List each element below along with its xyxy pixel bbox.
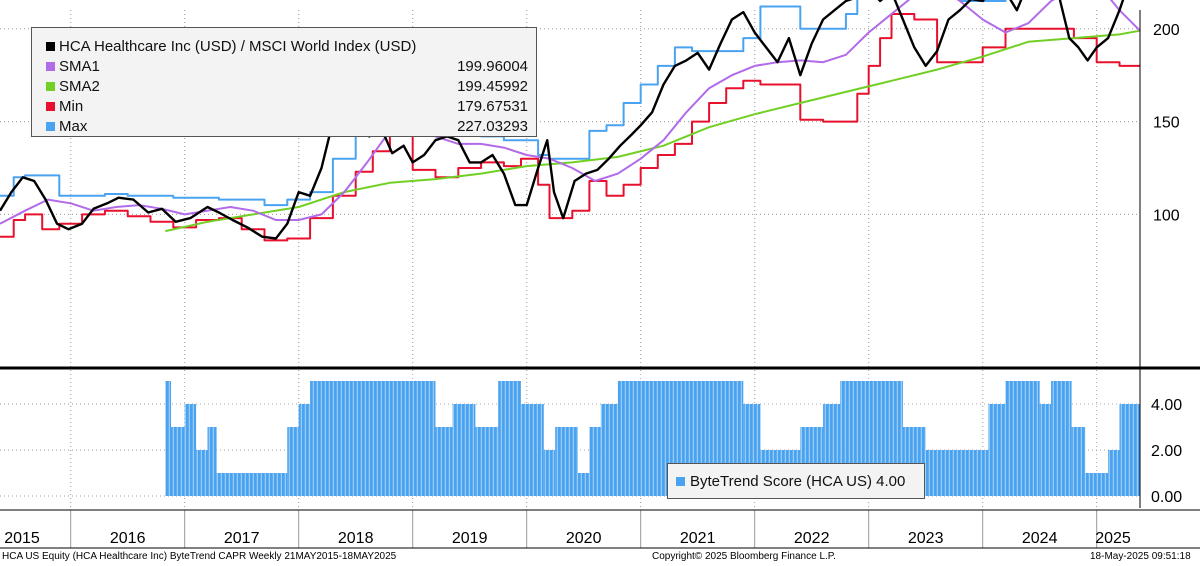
footer-center: Copyright© 2025 Bloomberg Finance L.P. — [652, 551, 836, 562]
score-bar-2 — [184, 404, 197, 496]
year-label-2025: 2025 — [1095, 530, 1131, 547]
year-label-2021: 2021 — [680, 530, 716, 547]
score-legend-swatch — [676, 477, 685, 486]
legend-swatch-min — [46, 102, 55, 111]
score-bar-16 — [577, 473, 590, 496]
legend-row-min: Min 179.67531 — [46, 97, 532, 117]
score-legend-box: ByteTrend Score (HCA US) 4.00 — [667, 463, 925, 499]
legend-name-sma1: SMA1 — [59, 58, 100, 75]
score-bar-32 — [1085, 473, 1109, 496]
legend-row-main: HCA Healthcare Inc (USD) / MSCI World In… — [46, 37, 532, 57]
score-bar-31 — [1071, 427, 1086, 496]
grid-lines — [0, 10, 1140, 508]
score-bar-4 — [207, 427, 217, 496]
series-line-max — [0, 0, 1007, 207]
year-label-2017: 2017 — [224, 530, 260, 547]
year-label-2023: 2023 — [908, 530, 944, 547]
score-legend-label: ByteTrend Score (HCA US) 4.00 — [690, 473, 906, 490]
legend-swatch-max — [46, 122, 55, 131]
year-label-2015: 2015 — [4, 530, 40, 547]
y-tick-label-150: 150 — [1153, 115, 1180, 132]
legend-row-sma1: SMA1 199.96004 — [46, 57, 532, 77]
legend-box: HCA Healthcare Inc (USD) / MSCI World In… — [31, 27, 537, 137]
score-bar-hatch — [164, 372, 1138, 496]
score-bar-15 — [555, 427, 578, 496]
footer-right: 18-May-2025 09:51:18 — [1090, 551, 1191, 562]
legend-swatch-sma2 — [46, 82, 55, 91]
score-bar-10 — [452, 404, 476, 496]
legend-swatch-sma1 — [46, 62, 55, 71]
score-bars — [164, 372, 1140, 496]
score-bar-28 — [1005, 381, 1040, 496]
year-label-2020: 2020 — [566, 530, 602, 547]
footer-left: HCA US Equity (HCA Healthcare Inc) ByteT… — [2, 551, 397, 562]
score-bar-9 — [435, 427, 453, 496]
series-line-hca-healthcare-inc-usd-msci-world-index-usd- — [0, 0, 1125, 240]
legend-name-min: Min — [59, 98, 84, 115]
year-label-2019: 2019 — [452, 530, 488, 547]
legend-row-max: Max 227.03293 — [46, 117, 532, 137]
legend-main-title: HCA Healthcare Inc (USD) / MSCI World In… — [59, 38, 417, 55]
score-tick-label-2.00: 2.00 — [1151, 443, 1182, 460]
score-bar-13 — [520, 404, 544, 496]
year-label-2024: 2024 — [1022, 530, 1058, 547]
score-bar-8 — [310, 381, 436, 496]
legend-value-max: 227.03293 — [457, 118, 528, 135]
legend-swatch-main — [46, 42, 55, 51]
legend-value-min: 179.67531 — [457, 98, 528, 115]
axes: 1001502002500.002.004.002015201620172018… — [0, 10, 1200, 549]
score-bar-17 — [589, 427, 601, 496]
score-bar-7 — [298, 404, 311, 496]
y-tick-label-100: 100 — [1153, 207, 1180, 224]
score-tick-label-0.00: 0.00 — [1151, 489, 1182, 506]
series-line-sma2 — [165, 29, 1141, 233]
year-label-2018: 2018 — [338, 530, 374, 547]
y-tick-label-200: 200 — [1153, 22, 1180, 39]
price-lines — [0, 0, 1141, 242]
legend-value-sma2: 199.45992 — [457, 78, 528, 95]
series-line-sma1 — [0, 0, 1141, 225]
score-tick-label-4.00: 4.00 — [1151, 397, 1182, 414]
score-bar-11 — [475, 427, 499, 496]
score-bar-5 — [216, 473, 288, 496]
score-bar-0 — [165, 381, 171, 496]
legend-value-sma1: 199.96004 — [457, 58, 528, 75]
year-label-2022: 2022 — [794, 530, 830, 547]
legend-name-sma2: SMA2 — [59, 78, 100, 95]
legend-name-max: Max — [59, 118, 88, 135]
legend-row-sma2: SMA2 199.45992 — [46, 77, 532, 97]
year-label-2016: 2016 — [110, 530, 146, 547]
